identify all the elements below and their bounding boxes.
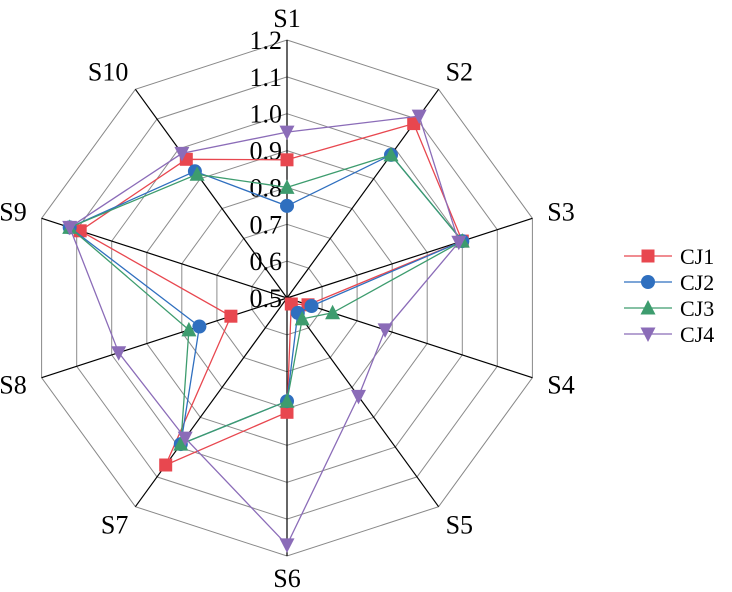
legend-item-cj3: CJ3 xyxy=(624,296,714,321)
spoke-s8 xyxy=(41,297,288,379)
point-cj1-s8 xyxy=(224,309,238,323)
spoke-s7 xyxy=(134,297,288,508)
point-cj4-s8 xyxy=(111,346,127,361)
series-cj4 xyxy=(62,109,467,553)
tick-label: 1.2 xyxy=(250,26,283,55)
tick-label: 0.7 xyxy=(250,210,283,239)
axis-label-s9: S9 xyxy=(0,198,27,227)
point-cj3-s4 xyxy=(325,304,341,320)
point-cj3-s10 xyxy=(189,166,205,181)
point-cj4-s3 xyxy=(451,235,467,251)
axis-label-s5: S5 xyxy=(446,511,473,540)
point-cj2-s8 xyxy=(192,319,207,334)
tick-label: 0.9 xyxy=(250,137,283,166)
axis-label-s1: S1 xyxy=(273,4,300,33)
point-cj3-s7 xyxy=(173,436,189,451)
radial-tick-labels: 0.50.60.70.80.91.01.11.2 xyxy=(250,26,283,313)
spoke-s10 xyxy=(134,88,288,299)
legend-marker-cj2 xyxy=(641,275,655,289)
point-cj4-s1 xyxy=(279,125,295,141)
legend-marker-cj1 xyxy=(641,249,655,263)
point-cj1-s7 xyxy=(159,458,173,472)
point-cj3-s5 xyxy=(294,310,310,326)
tick-label: 0.5 xyxy=(250,284,283,313)
point-cj4-s10 xyxy=(174,146,190,162)
axis-label-s6: S6 xyxy=(273,564,300,592)
legend-label: CJ4 xyxy=(680,322,714,347)
point-cj2-s4 xyxy=(304,299,319,313)
point-cj4-s9 xyxy=(62,220,78,236)
legend-marker-cj3 xyxy=(640,300,656,315)
tick-label: 1.0 xyxy=(250,100,283,129)
point-cj1-s2 xyxy=(407,117,421,131)
legend-label: CJ2 xyxy=(680,270,714,295)
legend-item-cj1: CJ1 xyxy=(624,244,714,269)
axis-label-s2: S2 xyxy=(446,58,473,87)
point-cj3-s1 xyxy=(279,179,295,194)
point-cj3-s2 xyxy=(383,146,399,162)
axis-label-s8: S8 xyxy=(0,371,27,400)
point-cj3-s8 xyxy=(181,321,197,337)
point-cj4-s7 xyxy=(177,431,193,447)
point-cj4-s5 xyxy=(351,389,366,405)
point-cj2-s1 xyxy=(280,198,294,213)
series-layer xyxy=(62,109,470,553)
tick-label: 1.1 xyxy=(250,63,283,92)
axis-label-s10: S10 xyxy=(88,58,128,87)
axis-label-s3: S3 xyxy=(547,198,574,227)
point-cj4-s6 xyxy=(279,538,295,553)
axis-labels: S1 S2 S3 S4 S5 S6 S7 S8 S9 S10 xyxy=(0,4,575,592)
legend-item-cj2: CJ2 xyxy=(624,270,714,295)
axis-label-s7: S7 xyxy=(101,511,128,540)
tick-label: 0.6 xyxy=(250,247,283,276)
spoke-s4 xyxy=(286,297,533,379)
legend-item-cj4: CJ4 xyxy=(624,322,714,347)
legend-label: CJ3 xyxy=(680,296,714,321)
spoke-s5 xyxy=(286,297,440,508)
axis-label-s4: S4 xyxy=(547,371,574,400)
legend-label: CJ1 xyxy=(680,244,714,269)
point-cj3-s6 xyxy=(279,393,295,408)
point-cj4-s4 xyxy=(377,323,393,338)
point-cj1-s6 xyxy=(280,405,294,419)
legend-marker-cj4 xyxy=(640,327,656,342)
point-cj4-s2 xyxy=(411,109,427,125)
point-cj1-s1 xyxy=(280,153,294,167)
spoke-s3 xyxy=(286,217,533,299)
radar-spokes xyxy=(41,40,533,556)
